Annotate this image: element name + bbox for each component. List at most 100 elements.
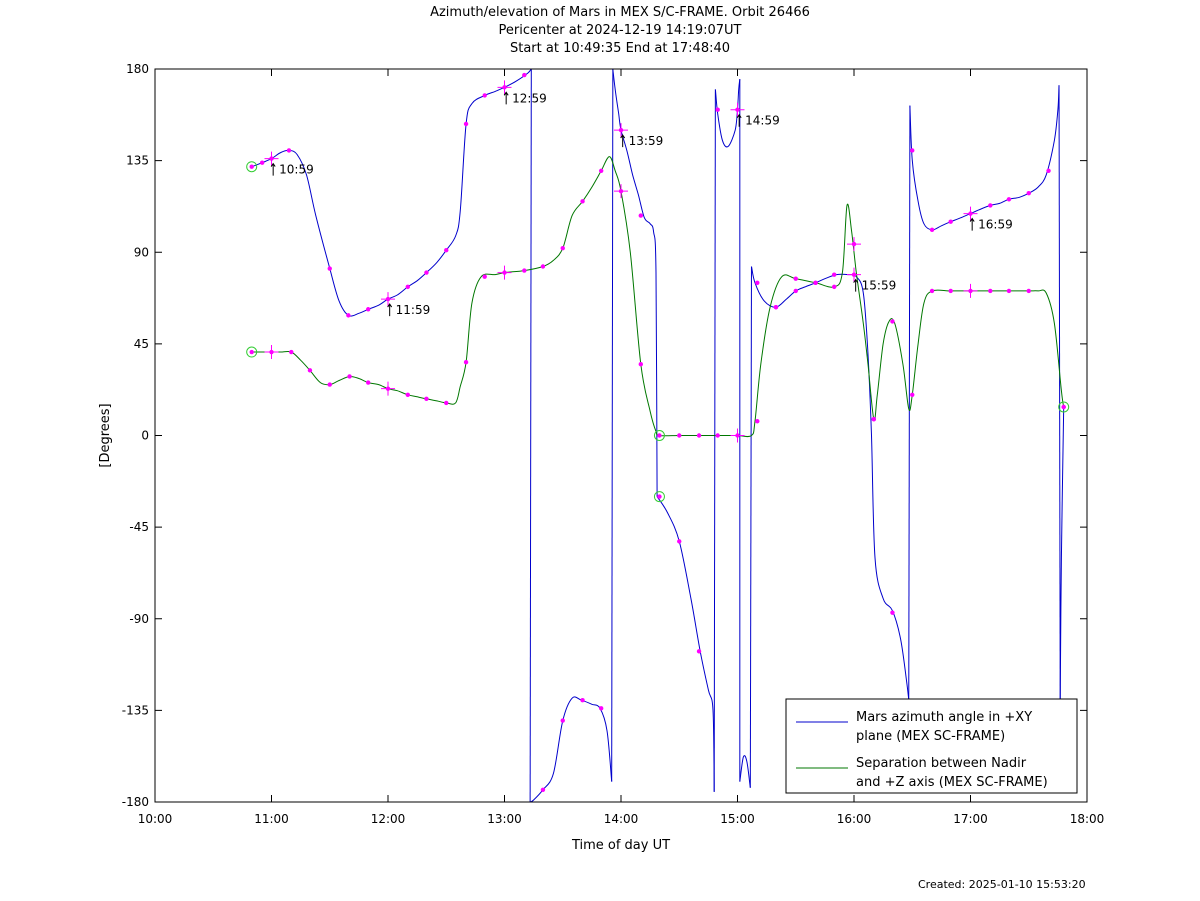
azimuth-marker-point xyxy=(249,164,254,169)
separation-marker-point xyxy=(365,380,371,385)
y-tick-label: -135 xyxy=(122,703,149,717)
separation-marker-point xyxy=(249,349,254,355)
azimuth-marker-point xyxy=(1006,197,1012,202)
separation-marker-point xyxy=(327,382,332,387)
x-tick-label: 11:00 xyxy=(254,812,289,826)
azimuth-marker-point xyxy=(657,494,662,499)
separation-marker-point xyxy=(1026,288,1031,294)
y-tick-label: 180 xyxy=(126,62,149,76)
pericenter-subtitle: Pericenter at 2024-12-19 14:19:07UT xyxy=(498,23,742,38)
separation-marker-point xyxy=(580,199,585,204)
azimuth-marker-point xyxy=(1046,168,1051,174)
time-annotation-label: 13:59 xyxy=(629,134,664,148)
x-axis-title: Time of day UT xyxy=(571,838,670,853)
time-annotation-arrow xyxy=(620,134,626,148)
separation-marker-point xyxy=(831,284,837,290)
separation-marker-point xyxy=(677,433,682,438)
separation-marker-point xyxy=(793,276,798,281)
azimuth-marker-point xyxy=(638,213,644,218)
endpoint-circle-marker xyxy=(653,430,665,441)
separation-marker-point xyxy=(307,368,313,373)
azimuth-wrap-connector xyxy=(713,89,716,792)
separation-marker-point xyxy=(696,433,702,438)
y-tick-label: 135 xyxy=(126,154,149,168)
x-tick-label: 12:00 xyxy=(371,812,406,826)
azimuth-marker-point xyxy=(715,107,720,112)
time-annotation-arrow xyxy=(270,162,276,176)
x-tick-label: 14:00 xyxy=(604,812,639,826)
azimuth-line-segment-4 xyxy=(714,79,741,148)
separation-marker-point xyxy=(638,362,644,367)
endpoint-circle-marker xyxy=(1058,401,1070,413)
separation-marker-point xyxy=(560,245,565,251)
plot-frame xyxy=(154,68,1088,803)
y-tick-label: 45 xyxy=(134,337,149,351)
separation-marker-point xyxy=(1006,288,1012,294)
azimuth-line-segment-3 xyxy=(656,496,715,792)
time-annotation-label: 10:59 xyxy=(279,163,314,177)
y-tick-label: -90 xyxy=(129,612,149,626)
separation-marker-point xyxy=(929,288,935,294)
hour-cross-marker xyxy=(614,123,628,138)
separation-marker-point xyxy=(715,433,720,438)
x-tick-label: 18:00 xyxy=(1070,812,1105,826)
x-tick-label: 17:00 xyxy=(953,812,988,826)
azimuth-marker-point xyxy=(831,272,837,277)
azimuth-wrap-connector xyxy=(529,69,532,802)
azimuth-line-segment-8 xyxy=(1059,406,1065,701)
legend-label: plane (MEX SC-FRAME) xyxy=(856,729,1005,744)
azimuth-marker-point xyxy=(286,148,292,153)
hour-cross-marker xyxy=(381,292,395,307)
hour-cross-marker xyxy=(381,381,395,396)
time-annotation-label: 15:59 xyxy=(862,279,897,293)
separation-marker-point xyxy=(463,360,469,365)
separation-marker-point xyxy=(871,417,877,422)
separation-marker-point xyxy=(910,392,915,397)
azimuth-marker-point xyxy=(424,270,429,275)
legend-label: and +Z axis (MEX SC-FRAME) xyxy=(856,775,1048,790)
azimuth-marker-point xyxy=(365,307,371,312)
time-annotation-label: 14:59 xyxy=(745,114,780,128)
azimuth-marker-point xyxy=(482,93,487,98)
azimuth-marker-point xyxy=(560,718,565,723)
azimuth-line-segment-7 xyxy=(909,85,1060,231)
azimuth-marker-point xyxy=(463,121,469,127)
separation-marker-point xyxy=(948,288,953,294)
azimuth-marker-point xyxy=(444,248,449,253)
azimuth-marker-point xyxy=(522,72,527,78)
separation-marker-point xyxy=(444,400,449,406)
azimuth-marker-point xyxy=(327,266,332,271)
y-tick-label: 90 xyxy=(134,245,149,259)
hour-cross-marker xyxy=(963,283,978,298)
time-annotation-label: 12:59 xyxy=(512,91,547,105)
azimuth-marker-point xyxy=(598,706,604,711)
azimuth-wrap-connector xyxy=(908,105,911,701)
azimuth-marker-point xyxy=(259,160,265,165)
hour-cross-marker xyxy=(497,265,512,280)
separation-marker-point xyxy=(773,305,779,310)
start-end-subtitle: Start at 10:49:35 End at 17:48:40 xyxy=(509,41,731,56)
azimuth-line-segment-2 xyxy=(612,69,658,497)
time-annotation-arrow xyxy=(503,91,509,105)
legend-box xyxy=(785,698,1078,794)
x-tick-label: 16:00 xyxy=(837,812,872,826)
endpoint-circle-marker xyxy=(246,161,258,173)
azimuth-marker-point xyxy=(1026,191,1031,196)
separation-marker-point xyxy=(289,349,294,355)
y-axis-title: [Degrees] xyxy=(98,403,113,467)
separation-marker-point xyxy=(988,288,993,294)
time-annotation-arrow xyxy=(387,303,393,317)
azimuth-marker-point xyxy=(988,203,993,208)
x-tick-label: 15:00 xyxy=(720,812,755,826)
separation-marker-point xyxy=(657,433,662,438)
separation-marker-point xyxy=(347,374,352,379)
separation-marker-point xyxy=(540,264,546,269)
x-tick-label: 10:00 xyxy=(138,812,173,826)
separation-marker-point xyxy=(813,280,818,285)
hour-cross-marker xyxy=(264,151,279,166)
hour-cross-marker xyxy=(847,237,861,252)
azimuth-marker-point xyxy=(696,649,702,654)
separation-line xyxy=(251,156,1065,438)
legend: Mars azimuth angle in +XY plane (MEX SC-F… xyxy=(785,698,1078,794)
created-timestamp: Created: 2025-01-10 15:53:20 xyxy=(918,878,1086,891)
